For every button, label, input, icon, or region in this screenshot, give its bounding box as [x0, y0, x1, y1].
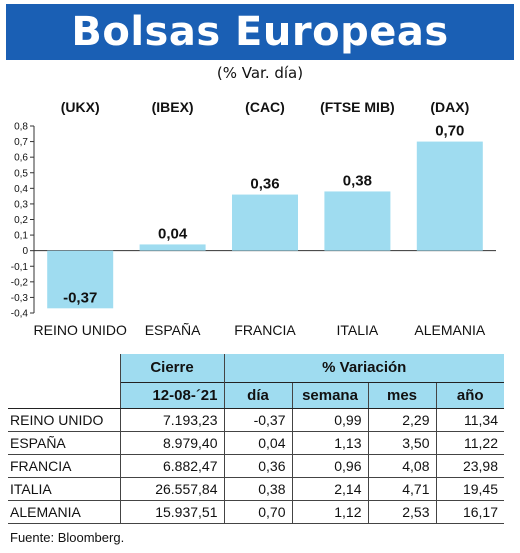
row-semana: 1,12: [291, 500, 368, 524]
table-row: REINO UNIDO 7.193,23 -0,37 0,99 2,29 11,…: [8, 408, 504, 432]
row-name: ALEMANIA: [8, 500, 120, 524]
bar: [232, 194, 298, 251]
bar-value-label: 0,38: [343, 172, 372, 189]
header-semana: semana: [291, 381, 368, 409]
header-dia: día: [223, 381, 292, 409]
bar-chart: (UKX) (IBEX) (CAC) (FTSE MIB) (DAX) 0,8 0,7 0,…: [11, 99, 496, 338]
row-name: FRANCIA: [8, 454, 120, 478]
table-row: ALEMANIA 15.937,51 0,70 1,12 2,53 16,17: [8, 500, 504, 524]
bar-value-label: 0,04: [158, 225, 188, 242]
row-cierre: 6.882,47: [119, 454, 224, 478]
y-tick-label: 0,2: [14, 215, 28, 226]
row-name: REINO UNIDO: [8, 408, 120, 432]
row-name: ITALIA: [8, 477, 120, 501]
row-cierre: 26.557,84: [119, 477, 224, 501]
bar: [47, 250, 114, 309]
ticker-label: (IBEX): [152, 99, 194, 115]
header-cierre: Cierre: [119, 354, 224, 382]
table-row: ESPAÑA 8.979,40 0,04 1,13 3,50 11,22: [8, 431, 504, 455]
ticker-label: (CAC): [245, 99, 285, 115]
y-tick-label: 0,3: [14, 199, 28, 210]
row-mes: 2,29: [367, 408, 436, 432]
row-dia: -0,37: [223, 408, 292, 432]
row-mes: 4,71: [367, 477, 436, 501]
table-header-row-2: 12-08-´21 día semana mes año: [8, 381, 504, 409]
row-cierre: 7.193,23: [119, 408, 224, 432]
row-semana: 2,14: [291, 477, 368, 501]
bar: [139, 244, 206, 251]
bar-value-label: -0,37: [63, 289, 97, 306]
y-tick-label: -0,4: [11, 309, 29, 320]
y-tick-label: 0,7: [14, 137, 28, 148]
y-tick-label: 0,8: [14, 122, 28, 133]
row-mes: 3,50: [367, 431, 436, 455]
row-semana: 0,99: [291, 408, 368, 432]
row-cierre: 15.937,51: [119, 500, 224, 524]
table-header-row-1: Cierre % Variación: [8, 354, 504, 382]
row-mes: 2,53: [367, 500, 436, 524]
table-row: ITALIA 26.557,84 0,38 2,14 4,71 19,45: [8, 477, 504, 501]
y-tick-label: -0,2: [11, 277, 29, 288]
ticker-label: (DAX): [430, 99, 469, 115]
category-label: ESPAÑA: [145, 322, 201, 338]
row-ano: 11,22: [435, 431, 504, 455]
row-ano: 16,17: [435, 500, 504, 524]
row-dia: 0,04: [223, 431, 292, 455]
bar: [416, 141, 483, 251]
y-tick-label: 0,4: [14, 184, 28, 195]
source-note: Fuente: Bloomberg.: [10, 530, 125, 545]
row-ano: 23,98: [435, 454, 504, 478]
row-name: ESPAÑA: [8, 431, 120, 455]
row-ano: 11,34: [435, 408, 504, 432]
ticker-label: (UKX): [61, 99, 100, 115]
row-mes: 4,08: [367, 454, 436, 478]
data-table: Cierre % Variación 12-08-´21 día semana …: [8, 354, 504, 524]
chart-title: Bolsas Europeas: [71, 9, 449, 55]
category-label: FRANCIA: [234, 322, 296, 338]
row-dia: 0,70: [223, 500, 292, 524]
y-tick-label: 0,1: [14, 231, 28, 242]
category-label: REINO UNIDO: [34, 322, 127, 338]
row-ano: 19,45: [435, 477, 504, 501]
y-tick-label: 0,6: [14, 153, 28, 164]
row-dia: 0,38: [223, 477, 292, 501]
row-semana: 1,13: [291, 431, 368, 455]
bars: -0,37 0,04 0,36 0,38 0,70: [47, 123, 483, 309]
category-label: ITALIA: [337, 322, 379, 338]
row-cierre: 8.979,40: [119, 431, 224, 455]
category-label: ALEMANIA: [414, 322, 485, 338]
category-labels: REINO UNIDO ESPAÑA FRANCIA ITALIA ALEMANIA: [34, 322, 486, 338]
row-semana: 0,96: [291, 454, 368, 478]
ticker-labels: (UKX) (IBEX) (CAC) (FTSE MIB) (DAX): [61, 99, 469, 115]
row-dia: 0,36: [223, 454, 292, 478]
bar: [324, 191, 391, 251]
chart-subtitle: (% Var. día): [216, 64, 304, 82]
bar-value-label: 0,36: [250, 176, 279, 193]
bar-value-label: 0,70: [435, 123, 464, 140]
header-mes: mes: [367, 381, 436, 409]
y-tick-label: 0: [22, 246, 28, 257]
header-variacion: % Variación: [223, 354, 504, 382]
ticker-label: (FTSE MIB): [320, 99, 395, 115]
y-tick-label: 0,5: [14, 168, 28, 179]
header-date: 12-08-´21: [119, 381, 224, 409]
title-bar: Bolsas Europeas: [6, 4, 514, 60]
header-ano: año: [435, 381, 504, 409]
table-row: FRANCIA 6.882,47 0,36 0,96 4,08 23,98: [8, 454, 504, 478]
y-tick-label: -0,1: [11, 262, 29, 273]
y-tick-label: -0,3: [11, 293, 29, 304]
